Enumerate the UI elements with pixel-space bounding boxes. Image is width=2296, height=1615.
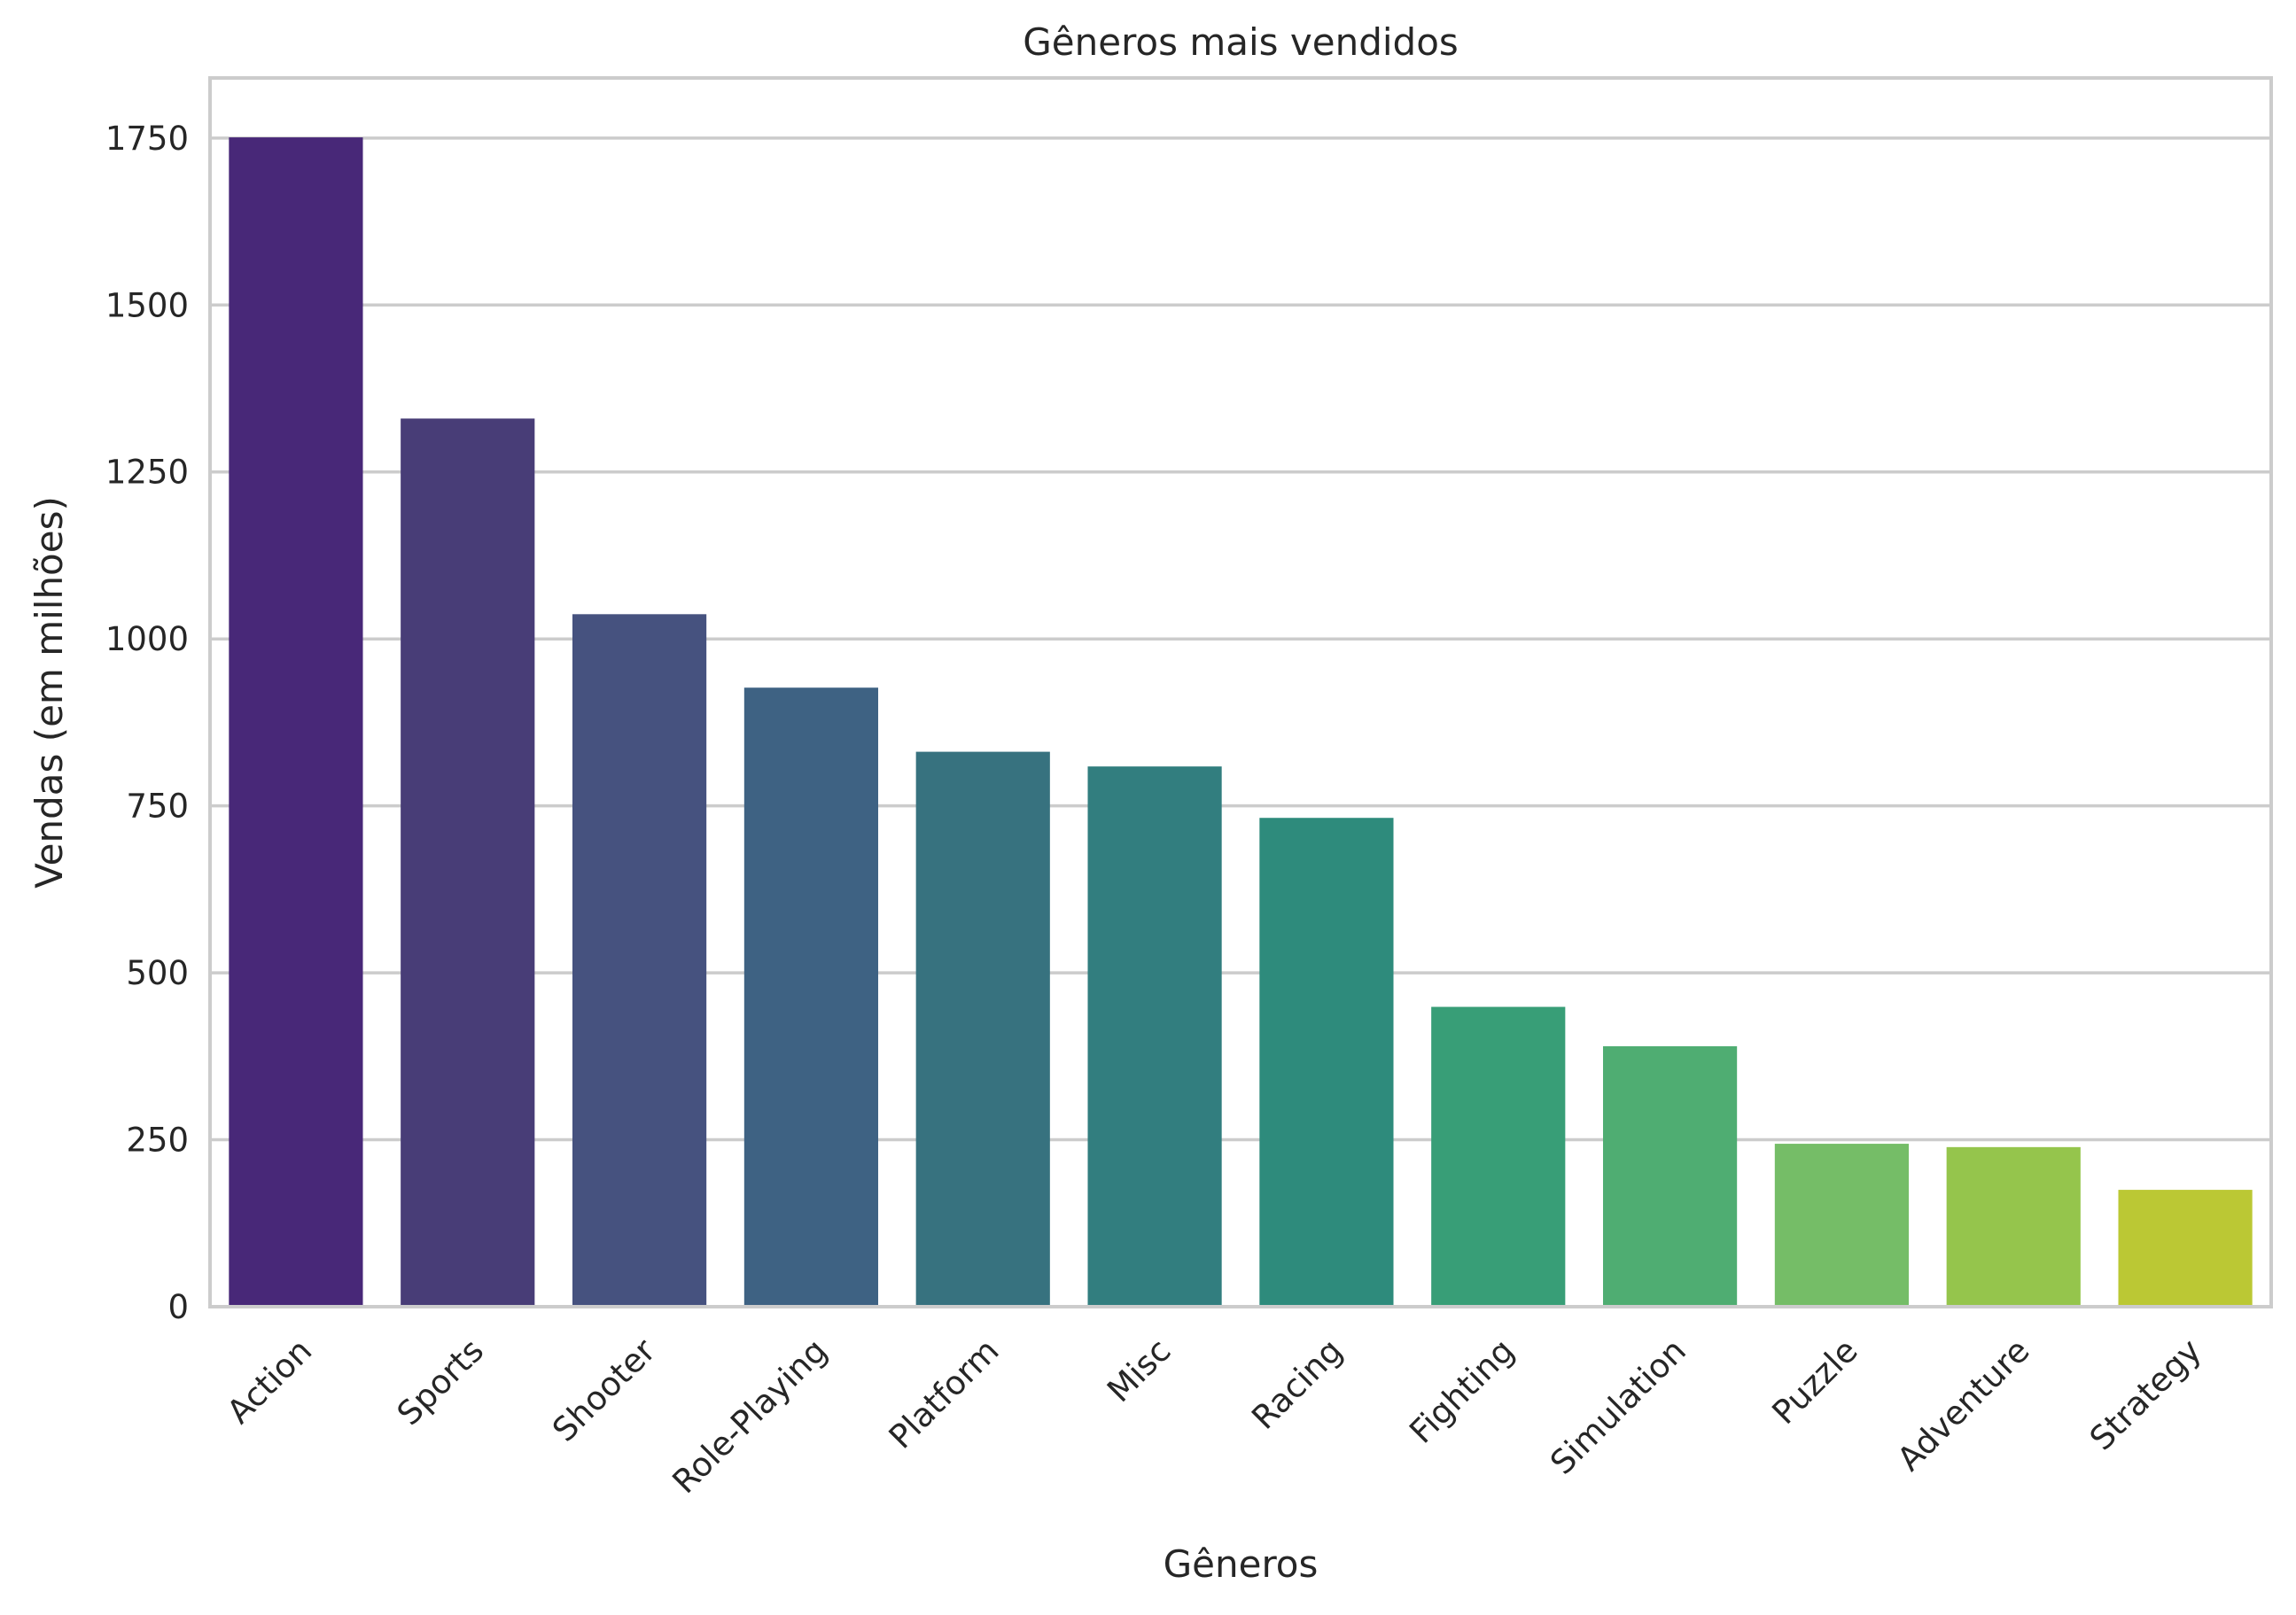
bar-misc — [1087, 766, 1222, 1307]
bar-strategy — [2118, 1190, 2253, 1307]
bars — [229, 137, 2253, 1308]
y-tick-label: 1250 — [105, 454, 189, 492]
bar-platform — [915, 751, 1050, 1307]
bar-shooter — [572, 614, 707, 1307]
y-tick-label: 1750 — [105, 120, 189, 158]
y-tick-labels: 0 250 500 750 1000 1250 1500 1750 — [105, 120, 189, 1326]
y-tick-label: 0 — [167, 1288, 189, 1326]
chart-title: Gêneros mais vendidos — [1023, 20, 1459, 64]
bar-sports — [401, 418, 535, 1308]
y-axis-label: Vendas (em milhões) — [27, 496, 71, 889]
bar-action — [229, 137, 363, 1307]
bar-role-playing — [743, 687, 879, 1307]
y-tick-label: 250 — [126, 1122, 189, 1160]
bar-adventure — [1946, 1146, 2081, 1307]
bar-puzzle — [1774, 1144, 1910, 1307]
plot-frame — [208, 76, 2273, 1308]
bar-racing — [1259, 818, 1394, 1307]
y-tick-label: 500 — [126, 954, 189, 992]
y-tick-label: 1000 — [105, 620, 189, 658]
bar-simulation — [1602, 1046, 1738, 1307]
y-tick-label: 1500 — [105, 286, 189, 324]
bar-fighting — [1431, 1006, 1566, 1307]
y-tick-label: 750 — [126, 788, 189, 826]
x-axis-label: Gêneros — [1164, 1542, 1319, 1586]
